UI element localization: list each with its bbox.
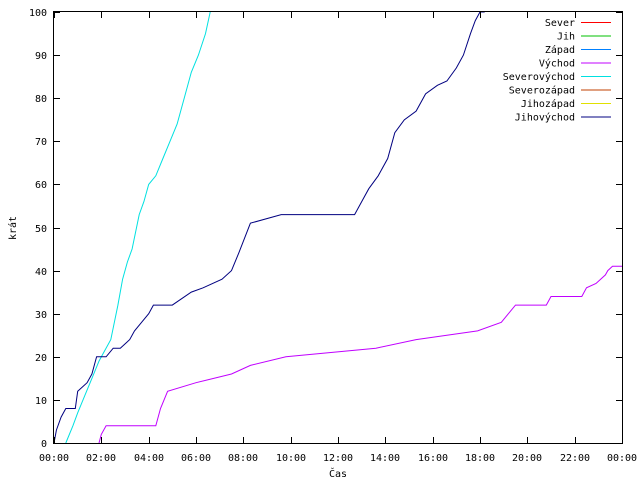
y-tick-label: 70 [35,137,47,148]
series-line-8 [53,11,485,444]
y-tick-label: 90 [35,51,47,62]
y-tick-label: 100 [29,8,47,19]
legend-label: Jihozápad [521,98,575,110]
tick-layer: 00:00 02:00 04:00 06:00 08:00 10:00 12:00 14:00… [29,8,637,464]
x-tick-label: 02:00 [86,453,116,464]
x-tick-label: 00:00 [607,453,637,464]
x-tick-label: 14:00 [370,453,400,464]
y-tick-label: 50 [35,224,47,235]
y-tick-label: 60 [35,180,47,191]
x-tick-label: 16:00 [418,453,448,464]
x-tick-label: 20:00 [512,453,542,464]
x-tick-label: 08:00 [228,453,258,464]
x-tick-label: 06:00 [181,453,211,464]
legend-label: Jihovýchod [515,112,575,124]
y-tick-label: 0 [41,439,47,450]
y-tick-label: 40 [35,267,47,278]
x-tick-label: 00:00 [39,453,69,464]
y-tick-label: 10 [35,396,47,407]
x-tick-label: 18:00 [465,453,495,464]
series-line-4 [98,265,622,444]
y-axis-title: krát [7,216,19,240]
series-layer [53,11,622,444]
y-tick-label: 30 [35,310,47,321]
x-axis-title: Čas [329,467,347,480]
legend-label: Jih [557,32,575,43]
legend-label: Sever [545,18,575,29]
legend-label: Severovýchod [503,71,575,83]
x-tick-label: 10:00 [276,453,306,464]
plot-frame [53,11,623,444]
legend-label: Západ [545,44,575,56]
series-line-5 [65,11,211,444]
x-tick-label: 12:00 [323,453,353,464]
y-tick-label: 20 [35,353,47,364]
x-tick-label: 04:00 [134,453,164,464]
x-tick-label: 22:00 [560,453,590,464]
y-tick-label: 80 [35,94,47,105]
legend-label: Východ [539,58,575,70]
legend-label: Severozápad [509,85,575,97]
